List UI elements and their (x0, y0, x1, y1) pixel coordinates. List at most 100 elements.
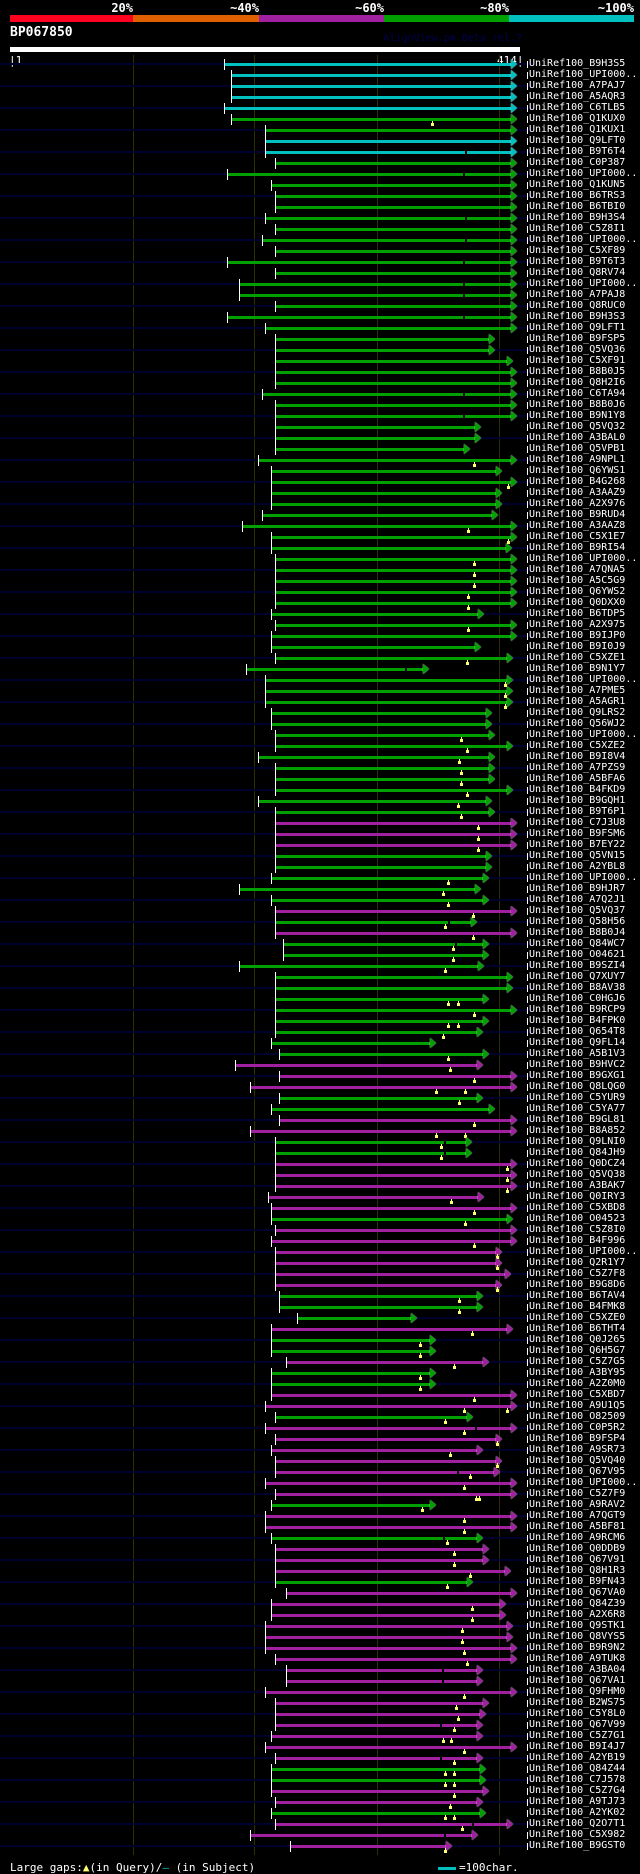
row-label[interactable]: UniRef100_B4F996 (529, 1235, 626, 1246)
row-label[interactable]: UniRef100_Q6YWS1 (529, 465, 626, 476)
row-label[interactable]: UniRef100_C5Z7G1 (529, 1730, 626, 1741)
row-label[interactable]: UniRef100_B4FMK8 (529, 1301, 626, 1312)
row-label[interactable]: UniRef100_B9SZI4 (529, 960, 626, 971)
row-label[interactable]: UniRef100_B9T6P1 (529, 806, 626, 817)
row-label[interactable]: UniRef100_Q9LFT1 (529, 322, 626, 333)
row-label[interactable]: UniRef100_A2YK02 (529, 1807, 626, 1818)
row-label[interactable]: UniRef100_B9T6T4 (529, 146, 626, 157)
row-label[interactable]: UniRef100_A7QNA5 (529, 564, 626, 575)
row-label[interactable]: UniRef100_C7J578 (529, 1774, 626, 1785)
row-label[interactable]: UniRef100_O04523 (529, 1213, 626, 1224)
row-label[interactable]: UniRef100_Q67V91 (529, 1554, 626, 1565)
row-label[interactable]: UniRef100_Q84Z44 (529, 1763, 626, 1774)
row-label[interactable]: UniRef100_A3AAZ8 (529, 520, 626, 531)
row-label[interactable]: UniRef100_UPI000.. (529, 553, 638, 564)
row-label[interactable]: UniRef100_A9TUK8 (529, 1653, 626, 1664)
row-label[interactable]: UniRef100_B9FSP4 (529, 1433, 626, 1444)
row-label[interactable]: UniRef100_C0P387 (529, 157, 626, 168)
row-label[interactable]: UniRef100_A3BY95 (529, 1367, 626, 1378)
row-label[interactable]: UniRef100_C5XZE0 (529, 1312, 626, 1323)
row-label[interactable]: UniRef100_A5BFA6 (529, 773, 626, 784)
row-label[interactable]: UniRef100_A7PME5 (529, 685, 626, 696)
row-label[interactable]: UniRef100_B8B0J6 (529, 399, 626, 410)
row-label[interactable]: UniRef100_B4G268 (529, 476, 626, 487)
row-label[interactable]: UniRef100_Q67V95 (529, 1466, 626, 1477)
row-label[interactable]: UniRef100_UPI000.. (529, 1477, 638, 1488)
row-label[interactable]: UniRef100_Q5VN15 (529, 850, 626, 861)
row-label[interactable]: UniRef100_B9N1Y8 (529, 410, 626, 421)
row-label[interactable]: UniRef100_A2YB19 (529, 1752, 626, 1763)
row-label[interactable]: UniRef100_A5AQR3 (529, 91, 626, 102)
row-label[interactable]: UniRef100_A5AGR1 (529, 696, 626, 707)
row-label[interactable]: UniRef100_Q5VQ37 (529, 905, 626, 916)
row-label[interactable]: UniRef100_Q67VA0 (529, 1587, 626, 1598)
row-label[interactable]: UniRef100_B9FSP5 (529, 333, 626, 344)
row-label[interactable]: UniRef100_Q5VQ36 (529, 344, 626, 355)
row-label[interactable]: UniRef100_B9GL81 (529, 1114, 626, 1125)
row-label[interactable]: UniRef100_Q8H2I6 (529, 377, 626, 388)
row-label[interactable]: UniRef100_Q8VYS5 (529, 1631, 626, 1642)
row-label[interactable]: UniRef100_C0HGJ6 (529, 993, 626, 1004)
row-label[interactable]: UniRef100_C6TA94 (529, 388, 626, 399)
row-label[interactable]: UniRef100_B8A852 (529, 1125, 626, 1136)
row-label[interactable]: UniRef100_C7J3U8 (529, 817, 626, 828)
row-label[interactable]: UniRef100_B9RI54 (529, 542, 626, 553)
row-label[interactable]: UniRef100_Q56WJ2 (529, 718, 626, 729)
row-label[interactable]: UniRef100_Q9LRS2 (529, 707, 626, 718)
row-label[interactable]: UniRef100_A7PZS9 (529, 762, 626, 773)
row-label[interactable]: UniRef100_B9HJR7 (529, 883, 626, 894)
row-label[interactable]: UniRef100_Q2R1Y7 (529, 1257, 626, 1268)
row-label[interactable]: UniRef100_Q7XUY7 (529, 971, 626, 982)
row-label[interactable]: UniRef100_Q84WC7 (529, 938, 626, 949)
row-label[interactable]: UniRef100_C5YA77 (529, 1103, 626, 1114)
row-label[interactable]: UniRef100_O04621 (529, 949, 626, 960)
row-label[interactable]: UniRef100_B2WS75 (529, 1697, 626, 1708)
row-label[interactable]: UniRef100_B9H3S3 (529, 311, 626, 322)
row-label[interactable]: UniRef100_Q1KUX1 (529, 124, 626, 135)
row-label[interactable]: UniRef100_A3BA04 (529, 1664, 626, 1675)
row-label[interactable]: UniRef100_A7Q2J1 (529, 894, 626, 905)
row-label[interactable]: UniRef100_A2X975 (529, 619, 626, 630)
row-label[interactable]: UniRef100_C5Y8L0 (529, 1708, 626, 1719)
row-label[interactable]: UniRef100_C5XZE2 (529, 740, 626, 751)
row-label[interactable]: UniRef100_Q2O7T1 (529, 1818, 626, 1829)
row-label[interactable]: UniRef100_UPI000.. (529, 1246, 638, 1257)
row-label[interactable]: UniRef100_Q654T8 (529, 1026, 626, 1037)
row-label[interactable]: UniRef100_Q8H1R3 (529, 1565, 626, 1576)
row-label[interactable]: UniRef100_B6TDP5 (529, 608, 626, 619)
row-label[interactable]: UniRef100_A9SR73 (529, 1444, 626, 1455)
row-label[interactable]: UniRef100_B8B0J4 (529, 927, 626, 938)
row-label[interactable]: UniRef100_A5C5G9 (529, 575, 626, 586)
row-label[interactable]: UniRef100_A2X976 (529, 498, 626, 509)
row-label[interactable]: UniRef100_Q0IRY3 (529, 1191, 626, 1202)
row-label[interactable]: UniRef100_A9NPL1 (529, 454, 626, 465)
row-label[interactable]: UniRef100_Q9LFT0 (529, 135, 626, 146)
row-label[interactable]: UniRef100_A5BF81 (529, 1521, 626, 1532)
row-label[interactable]: UniRef100_Q0J265 (529, 1334, 626, 1345)
row-label[interactable]: UniRef100_Q58H56 (529, 916, 626, 927)
row-label[interactable]: UniRef100_B8B0J5 (529, 366, 626, 377)
row-label[interactable]: UniRef100_A9RAV2 (529, 1499, 626, 1510)
row-label[interactable]: UniRef100_Q1KUN5 (529, 179, 626, 190)
row-label[interactable]: UniRef100_B9GXG1 (529, 1070, 626, 1081)
row-label[interactable]: UniRef100_Q84JH9 (529, 1147, 626, 1158)
row-label[interactable]: UniRef100_Q1KUX0 (529, 113, 626, 124)
row-label[interactable]: UniRef100_UPI000.. (529, 168, 638, 179)
row-label[interactable]: UniRef100_A3BAL0 (529, 432, 626, 443)
row-label[interactable]: UniRef100_C5YUR9 (529, 1092, 626, 1103)
row-label[interactable]: UniRef100_B9FN43 (529, 1576, 626, 1587)
row-label[interactable]: UniRef100_B6TAV4 (529, 1290, 626, 1301)
row-label[interactable]: UniRef100_C5Z7G4 (529, 1785, 626, 1796)
row-label[interactable]: UniRef100_Q9FL14 (529, 1037, 626, 1048)
row-label[interactable]: UniRef100_Q5VPB1 (529, 443, 626, 454)
row-label[interactable]: UniRef100_B4FKD9 (529, 784, 626, 795)
row-label[interactable]: UniRef100_A2Z0M0 (529, 1378, 626, 1389)
row-label[interactable]: UniRef100_B9HVC2 (529, 1059, 626, 1070)
row-label[interactable]: UniRef100_B9H3S4 (529, 212, 626, 223)
row-label[interactable]: UniRef100_B9RCP9 (529, 1004, 626, 1015)
row-label[interactable]: UniRef100_Q8LQG0 (529, 1081, 626, 1092)
row-label[interactable]: UniRef100_B9FSM6 (529, 828, 626, 839)
row-label[interactable]: UniRef100_B9R9N2 (529, 1642, 626, 1653)
row-label[interactable]: UniRef100_Q84Z39 (529, 1598, 626, 1609)
row-label[interactable]: UniRef100_A9U1Q5 (529, 1400, 626, 1411)
